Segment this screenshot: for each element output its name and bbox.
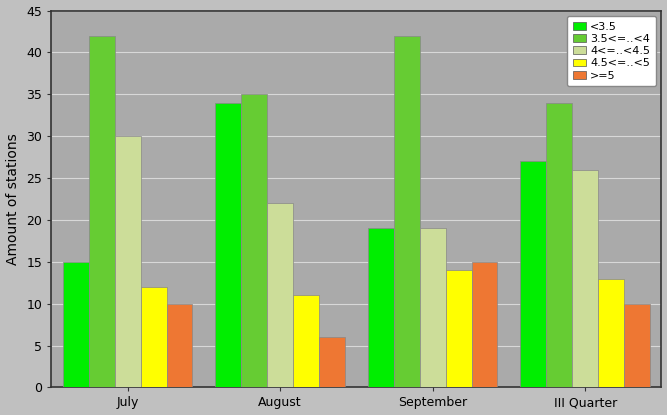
Bar bbox=[89, 36, 115, 388]
Y-axis label: Amount of stations: Amount of stations bbox=[5, 133, 19, 265]
Bar bbox=[520, 161, 546, 388]
Bar bbox=[546, 103, 572, 388]
Bar bbox=[167, 304, 193, 388]
Bar bbox=[446, 270, 472, 388]
Bar bbox=[241, 94, 267, 388]
Bar bbox=[420, 228, 446, 388]
Bar bbox=[572, 170, 598, 388]
Bar bbox=[293, 295, 319, 388]
Bar bbox=[598, 278, 624, 388]
Bar bbox=[472, 262, 498, 388]
Bar bbox=[624, 304, 650, 388]
Bar bbox=[141, 287, 167, 388]
Bar bbox=[368, 228, 394, 388]
Legend: <3.5, 3.5<=..<4, 4<=..<4.5, 4.5<=..<5, >=5: <3.5, 3.5<=..<4, 4<=..<4.5, 4.5<=..<5, >… bbox=[567, 16, 656, 86]
Bar bbox=[319, 337, 345, 388]
Bar bbox=[394, 36, 420, 388]
Bar bbox=[267, 203, 293, 388]
Bar bbox=[215, 103, 241, 388]
Bar bbox=[115, 136, 141, 388]
Bar bbox=[63, 262, 89, 388]
